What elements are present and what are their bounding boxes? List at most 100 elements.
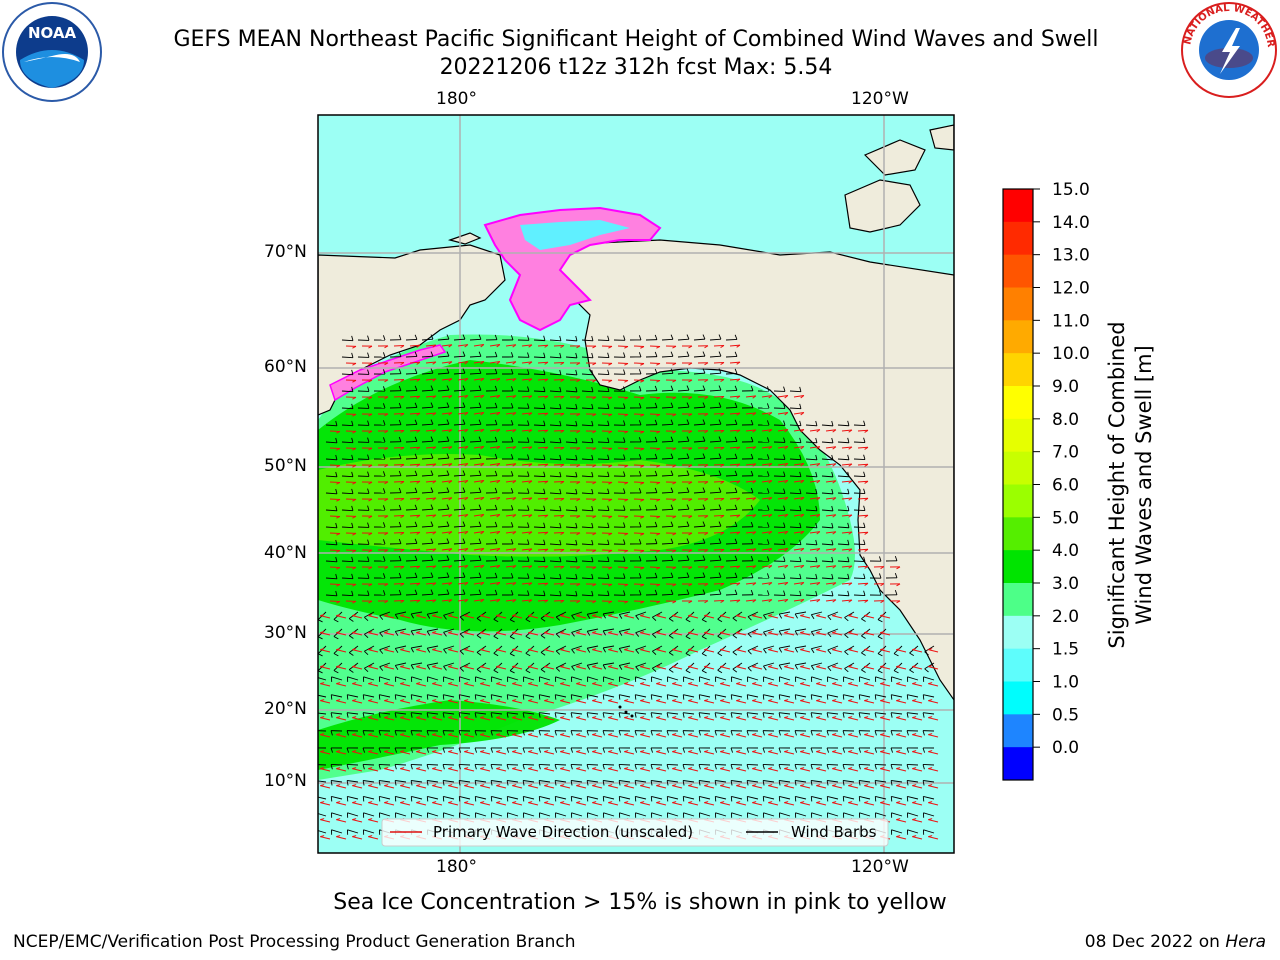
wave-direction-arrow (544, 785, 555, 789)
wave-arrow-head (640, 750, 645, 753)
wave-arrow-head (560, 379, 565, 383)
wave-arrow-head (832, 733, 837, 736)
wind-barb-flag (783, 437, 786, 443)
wave-direction-arrow (368, 768, 379, 772)
vector-field (315, 334, 939, 840)
wind-barb (565, 577, 578, 580)
wave-arrow-head (704, 614, 709, 617)
wind-barb (725, 457, 738, 460)
wave-direction-arrow (857, 531, 869, 534)
wind-barb-flag (367, 352, 370, 358)
wind-barb (571, 662, 583, 667)
wave-arrow-head (848, 784, 853, 787)
wave-direction-arrow (384, 632, 395, 636)
wind-barb-flag (446, 402, 450, 408)
wave-arrow-head (848, 446, 853, 450)
wind-barb-flag (750, 504, 754, 510)
wave-arrow-head (816, 767, 821, 770)
wind-barb (475, 812, 487, 817)
wind-barb-flag (894, 589, 898, 596)
wave-direction-arrow (745, 463, 756, 466)
wind-barb (715, 780, 727, 783)
wind-barb (507, 694, 519, 698)
wind-barb (555, 628, 567, 635)
wind-barb-flag (750, 402, 754, 408)
wave-arrow-head (672, 614, 677, 617)
wave-arrow-head (432, 378, 437, 382)
wind-barb-flag (682, 747, 686, 753)
wave-direction-arrow (576, 683, 587, 687)
wind-barb (469, 355, 482, 358)
wave-direction-arrow (432, 768, 443, 772)
wave-arrow-head (624, 682, 629, 685)
wave-arrow-head (400, 430, 405, 434)
wave-direction-arrow (473, 480, 484, 483)
wind-barb-flag (702, 436, 706, 442)
wave-arrow-head (592, 464, 597, 468)
wind-barb-flag (540, 635, 546, 639)
wave-direction-arrow (425, 378, 436, 381)
wave-arrow-head (368, 447, 373, 451)
wind-barb-flag (618, 764, 621, 770)
wind-barb-flag (890, 730, 893, 736)
wind-barb (661, 508, 674, 511)
wind-barb-flag (478, 419, 482, 425)
wind-barb-flag (718, 470, 722, 476)
wave-arrow-head (464, 497, 469, 501)
wind-barb-flag (476, 668, 482, 673)
wave-arrow-head (688, 515, 693, 519)
wind-barb (789, 390, 802, 393)
wave-arrow-head (416, 378, 421, 382)
wave-direction-arrow (768, 700, 779, 704)
wind-barb-flag (382, 488, 386, 494)
wind-barb-flag (607, 573, 610, 579)
wave-direction-arrow (505, 378, 516, 381)
wave-arrow-head (400, 481, 405, 485)
wind-barb (805, 492, 818, 495)
wind-barb-flag (730, 694, 733, 700)
wind-barb-flag (543, 386, 546, 392)
wind-barb (347, 694, 359, 698)
wave-arrow-head (640, 397, 645, 400)
wave-direction-arrow (496, 683, 507, 687)
wind-barb (565, 339, 578, 342)
wave-direction-arrow (457, 599, 468, 602)
wind-barb-flag (315, 713, 316, 718)
wave-arrow-head (416, 446, 421, 450)
wave-arrow-head (384, 481, 389, 485)
wave-direction-arrow (489, 531, 500, 534)
wave-arrow-head (656, 447, 661, 451)
wind-barb-flag (414, 453, 418, 459)
wave-arrow-head (336, 584, 341, 587)
wind-barb (811, 796, 823, 800)
wind-barb-flag (462, 334, 466, 340)
wind-barb (469, 491, 482, 494)
wind-barb-flag (510, 386, 514, 392)
lon-label-bottom-120w: 120°W (851, 857, 909, 877)
wave-arrow-head (624, 533, 629, 536)
wave-arrow-head (800, 665, 805, 668)
wave-arrow-head (608, 498, 613, 502)
wind-barb (891, 829, 903, 834)
wave-arrow-head (848, 614, 853, 617)
wind-barb (549, 543, 562, 546)
wave-arrow-head (736, 463, 741, 467)
wave-arrow-head (544, 682, 549, 685)
wave-direction-arrow (880, 768, 891, 772)
wave-direction-arrow (912, 819, 923, 823)
wave-direction-arrow (841, 497, 853, 500)
wave-direction-arrow (336, 700, 347, 704)
wave-direction-arrow (720, 666, 731, 670)
wind-barb (581, 526, 594, 529)
wave-direction-arrow (544, 734, 555, 738)
wind-barb-flag (831, 556, 834, 562)
lat-label-60n: 60°N (264, 357, 307, 377)
wind-barb-flag (686, 334, 690, 340)
wave-direction-arrow (729, 565, 741, 568)
wind-barb-flag (924, 651, 929, 656)
wind-barb-flag (351, 590, 354, 596)
wind-barb-flag (831, 539, 834, 545)
wind-barb (411, 662, 423, 666)
wave-direction-arrow (425, 480, 436, 483)
wave-direction-arrow (688, 717, 699, 721)
